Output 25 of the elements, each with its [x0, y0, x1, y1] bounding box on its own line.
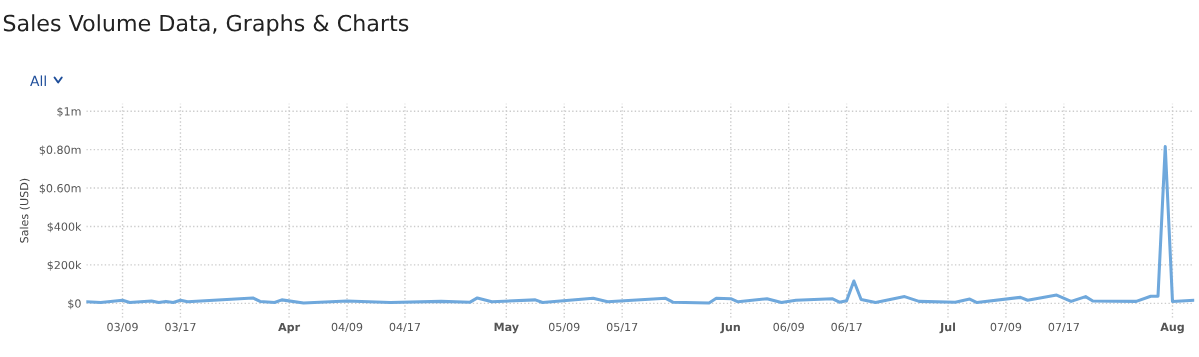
x-tick-label: 03/17 — [165, 322, 196, 333]
x-tick-label: 05/09 — [548, 322, 580, 333]
x-tick-label: 06/09 — [773, 322, 804, 333]
x-tick-label: 07/09 — [990, 322, 1022, 333]
y-tick-label: $0.80m — [39, 145, 81, 156]
x-tick-label: Jul — [939, 322, 955, 334]
x-tick-label: Aug — [1160, 322, 1184, 334]
x-tick-label: Jun — [720, 322, 740, 334]
x-tick-label: 04/09 — [331, 322, 363, 333]
y-tick-label: $0.60m — [39, 183, 81, 194]
x-tick-label: 06/17 — [831, 322, 862, 333]
y-tick-label: $1m — [57, 106, 81, 118]
y-tick-label: $400k — [47, 222, 82, 233]
x-tick-label: 03/09 — [107, 322, 138, 333]
y-tick-label: $0 — [68, 299, 81, 310]
chart-title: Sales Volume Data, Graphs & Charts — [3, 14, 409, 36]
y-tick-label: $200k — [47, 260, 82, 271]
x-tick-label: Apr — [278, 322, 301, 334]
x-tick-label: May — [494, 322, 519, 334]
x-tick-label: 04/17 — [389, 322, 420, 333]
line-series — [86, 145, 1195, 305]
text: All — [30, 75, 46, 86]
y-axis-title: Sales (USD) — [19, 178, 30, 243]
x-tick-label: 05/17 — [606, 322, 638, 333]
x-tick-label: 07/17 — [1048, 322, 1079, 333]
